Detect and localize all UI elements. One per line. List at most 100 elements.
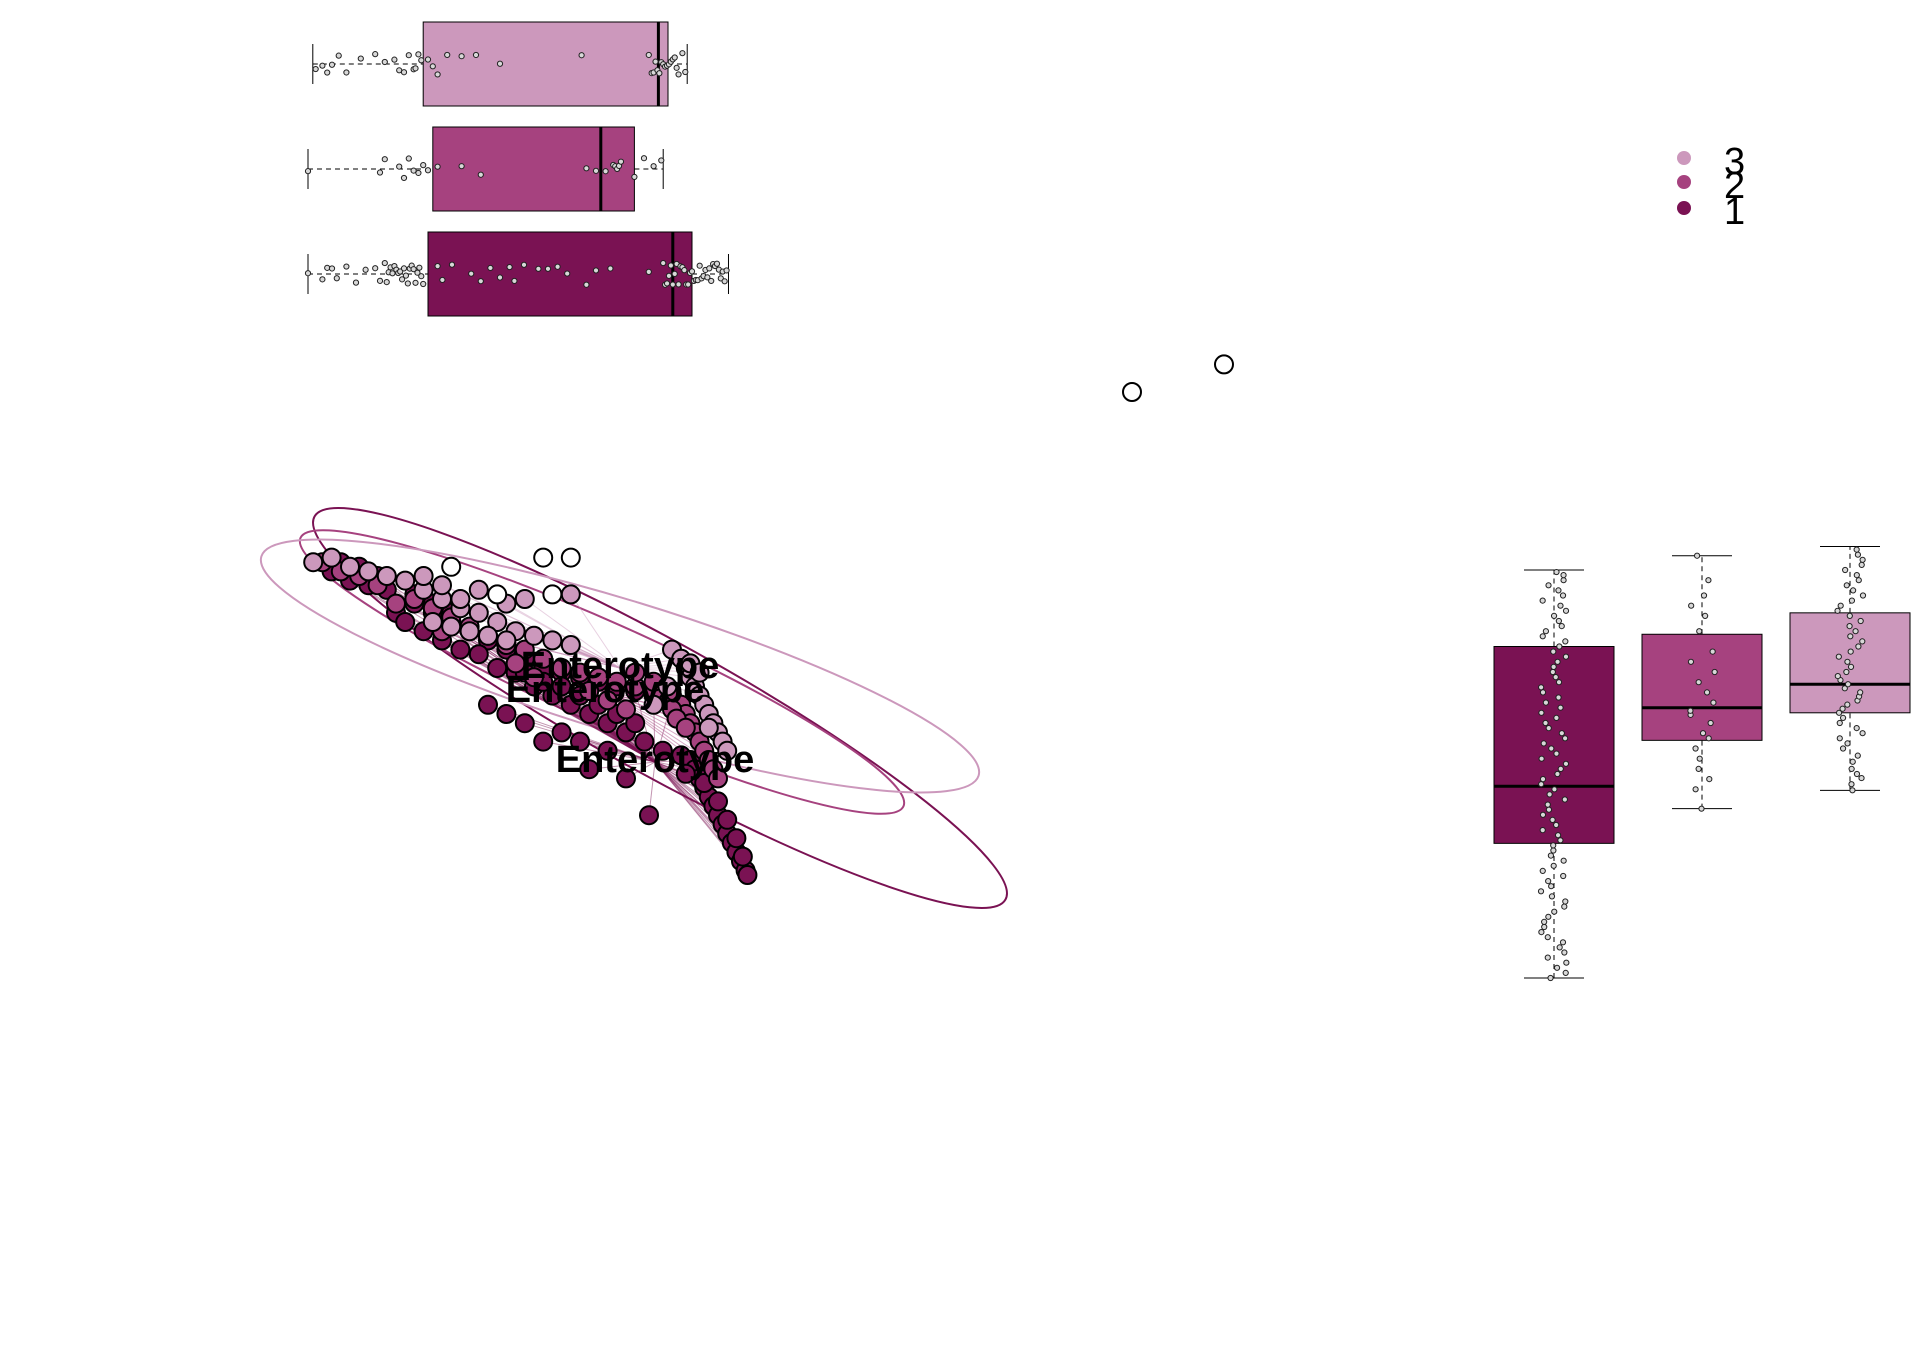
point-group-1 — [737, 865, 758, 885]
top-box-3-point — [671, 54, 678, 61]
centroid-label-group-1: Enterotype — [556, 739, 754, 781]
top-box-1-point — [554, 263, 561, 270]
point-group-3 — [459, 621, 480, 642]
right-box-2-point — [1703, 689, 1711, 696]
right-box-1-point — [1562, 735, 1569, 742]
right-box-2-point — [1692, 786, 1699, 793]
right-box-1-point — [1545, 806, 1553, 813]
right-box-1-point — [1554, 832, 1562, 839]
top-box-1-point — [496, 274, 504, 281]
point-group-na — [1122, 382, 1142, 402]
right-box-2-point — [1710, 699, 1717, 706]
right-box-3-point — [1855, 577, 1862, 584]
top-box-1-point — [402, 272, 410, 279]
top-box-1-point — [398, 276, 406, 283]
right-box-3-point — [1847, 648, 1854, 655]
point-group-1 — [634, 731, 655, 752]
point-group-3 — [450, 589, 471, 609]
point-group-3 — [542, 630, 563, 651]
point-group-1 — [478, 694, 498, 715]
right-box-2-point — [1698, 805, 1705, 812]
right-box-2-point — [1695, 679, 1702, 686]
point-group-1 — [675, 763, 696, 784]
point-group-2 — [386, 593, 406, 614]
top-box-2-point — [381, 156, 388, 163]
right-box-1-point — [1539, 867, 1546, 875]
point-group-3 — [468, 579, 489, 600]
legend-label-3: 3 — [1724, 141, 1745, 183]
right-box-1-point — [1561, 796, 1568, 803]
point-group-3 — [413, 566, 434, 586]
top-box-3-point — [357, 55, 364, 62]
right-box-1-point — [1541, 918, 1548, 926]
point-group-3 — [496, 630, 517, 651]
top-box-2-point — [405, 155, 412, 162]
right-box-1-point — [1539, 633, 1546, 640]
right-box-1-point — [1545, 878, 1552, 885]
top-box-3-point — [472, 51, 480, 59]
point-group-na — [533, 547, 554, 568]
right-box-1-point — [1550, 663, 1557, 671]
top-box-2-point — [396, 163, 403, 170]
right-box-2-point — [1699, 730, 1707, 737]
top-box-1-point — [663, 280, 671, 287]
right-box-1-point — [1551, 908, 1558, 915]
top-box-3-point — [673, 64, 680, 71]
top-box-2-point — [410, 167, 417, 174]
top-box-3-point — [424, 56, 432, 63]
point-group-3 — [643, 694, 664, 715]
point-group-3 — [487, 612, 508, 632]
top-box-1-point — [304, 270, 312, 277]
point-group-2 — [597, 690, 618, 711]
top-box-1-point — [723, 267, 730, 274]
point-group-1 — [450, 639, 471, 660]
point-group-3 — [689, 662, 710, 683]
right-box-2-box — [1641, 633, 1763, 741]
right-box-3-point — [1859, 556, 1866, 563]
top-box-2-point — [434, 163, 441, 170]
right-box-3-point — [1857, 617, 1864, 625]
right-box-3-point — [1859, 638, 1866, 645]
right-box-1-point — [1552, 674, 1559, 681]
right-box-1-point — [1541, 923, 1548, 931]
point-group-2 — [551, 658, 572, 678]
right-box-1-point — [1560, 577, 1567, 584]
top-box-1-point — [671, 270, 678, 277]
point-group-na — [542, 584, 563, 605]
top-box-1-point — [362, 266, 369, 273]
right-box-3-point — [1844, 701, 1851, 708]
right-box-3-point — [1853, 546, 1860, 553]
spider-line-group-3 — [506, 603, 621, 669]
top-box-3-point — [645, 51, 652, 59]
top-box-3-point — [675, 71, 682, 78]
point-group-3 — [395, 570, 416, 591]
spider-line-group-1 — [496, 667, 656, 763]
right-box-1-point — [1545, 582, 1552, 589]
right-box-1-point — [1560, 872, 1567, 880]
right-box-1-point — [1548, 745, 1555, 752]
top-box-1-point — [381, 259, 388, 267]
top-box-1-point — [544, 265, 552, 272]
right-box-3-point — [1858, 774, 1865, 782]
right-box-3-point — [1835, 709, 1843, 716]
top-box-2-point — [304, 168, 312, 175]
right-box-1-point — [1548, 893, 1556, 900]
top-box-3-point — [578, 52, 585, 59]
right-box-3-point — [1844, 658, 1851, 665]
top-box-1-point — [410, 266, 417, 273]
spider-line-group-1 — [634, 690, 656, 763]
right-box-1-point — [1546, 791, 1553, 798]
right-box-1-point — [1538, 709, 1545, 716]
right-box-3-point — [1857, 689, 1864, 696]
right-box-3-point — [1847, 663, 1855, 671]
point-group-3 — [422, 612, 443, 632]
top-box-3-point — [335, 52, 342, 59]
ellipse-group-1 — [312, 506, 1008, 910]
point-group-1 — [468, 644, 489, 665]
top-box-1-point — [675, 281, 682, 288]
point-group-1 — [717, 809, 738, 830]
right-marginal-boxplot — [1493, 546, 1911, 982]
top-box-3-point — [391, 56, 398, 63]
